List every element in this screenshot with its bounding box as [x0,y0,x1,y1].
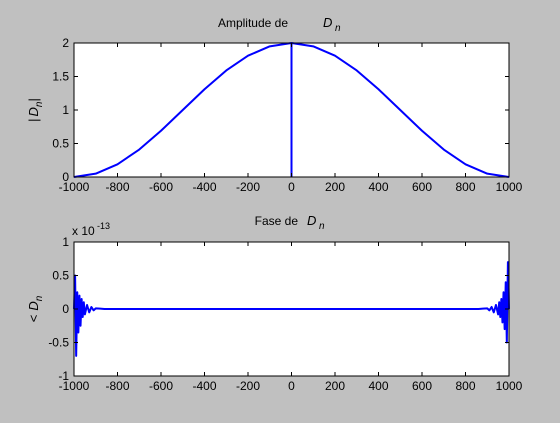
phase-y-tick-label: -1 [58,369,69,383]
amplitude-x-tick-label: -800 [105,180,129,194]
phase-x-tick-label: 400 [368,379,388,393]
amplitude-x-tick-label: -600 [149,180,173,194]
amplitude-ylabel-suffix: | [26,98,41,101]
amplitude-x-tick-label: 400 [368,180,388,194]
phase-x-tick-label: -600 [149,379,173,393]
phase-title-subscript: n [319,221,325,232]
amplitude-title-subscript: n [335,23,341,34]
phase-plot: Fase de D n x 10 -13 < Dn -1000 -800 -600 -4… [26,213,523,393]
amplitude-x-tick-label: -1000 [59,180,90,194]
amplitude-y-tick-label: 0.5 [52,137,69,151]
amplitude-ylabel-symbol: D [26,107,41,116]
amplitude-title-symbol: D [323,15,332,30]
phase-x-tick-label: 0 [288,379,295,393]
amplitude-x-tick-label: -400 [192,180,216,194]
svg-text:|Dn|: |Dn| [26,98,45,122]
amplitude-x-tick-label: 800 [455,180,475,194]
amplitude-ylabel-subscript: n [34,101,45,107]
amplitude-y-tick-label: 1.5 [52,70,69,84]
phase-y-tick-label: 0 [62,302,69,316]
phase-ylabel: < Dn [26,295,45,322]
phase-ylabel-subscript: n [34,295,45,301]
amplitude-ylabel: |Dn| [26,98,45,122]
phase-x-tick-label: 1000 [496,379,523,393]
phase-y-tick-label: -0.5 [48,336,69,350]
amplitude-plot: Amplitude de D n |Dn| -1000 -800 -600 -400-… [26,15,523,194]
phase-series-line-0 [73,261,510,357]
phase-x-tick-label: -1000 [59,379,90,393]
phase-y-tick-label: 0.5 [52,269,69,283]
phase-scale-prefix: x 10 [72,224,95,238]
amplitude-x-tick-label: 0 [288,180,295,194]
phase-y-tick-label: 1 [62,235,69,249]
amplitude-x-tick-label: 1000 [496,180,523,194]
phase-ylabel-symbol: D [26,301,41,310]
amplitude-x-tick-label: 200 [325,180,345,194]
amplitude-y-tick-label: 0 [62,170,69,184]
phase-x-tick-label: 200 [325,379,345,393]
phase-title-text: Fase de [255,214,299,228]
phase-ylabel-prefix: < [26,315,41,323]
phase-scale-exponent: -13 [97,221,110,231]
phase-x-tick-label: 600 [412,379,432,393]
amplitude-title-text: Amplitude de [218,16,288,30]
phase-x-tick-label: -200 [236,379,260,393]
amplitude-y-tick-label: 2 [62,36,69,50]
svg-text:<Dn: < Dn [26,295,45,322]
amplitude-y-tick-label: 1 [62,103,69,117]
amplitude-ylabel-prefix: | [26,118,41,121]
amplitude-x-tick-label: 600 [412,180,432,194]
amplitude-x-tick-label: -200 [236,180,260,194]
phase-title-symbol: D [307,213,316,228]
phase-x-tick-label: -400 [192,379,216,393]
phase-x-tick-label: -800 [105,379,129,393]
phase-x-tick-label: 800 [455,379,475,393]
